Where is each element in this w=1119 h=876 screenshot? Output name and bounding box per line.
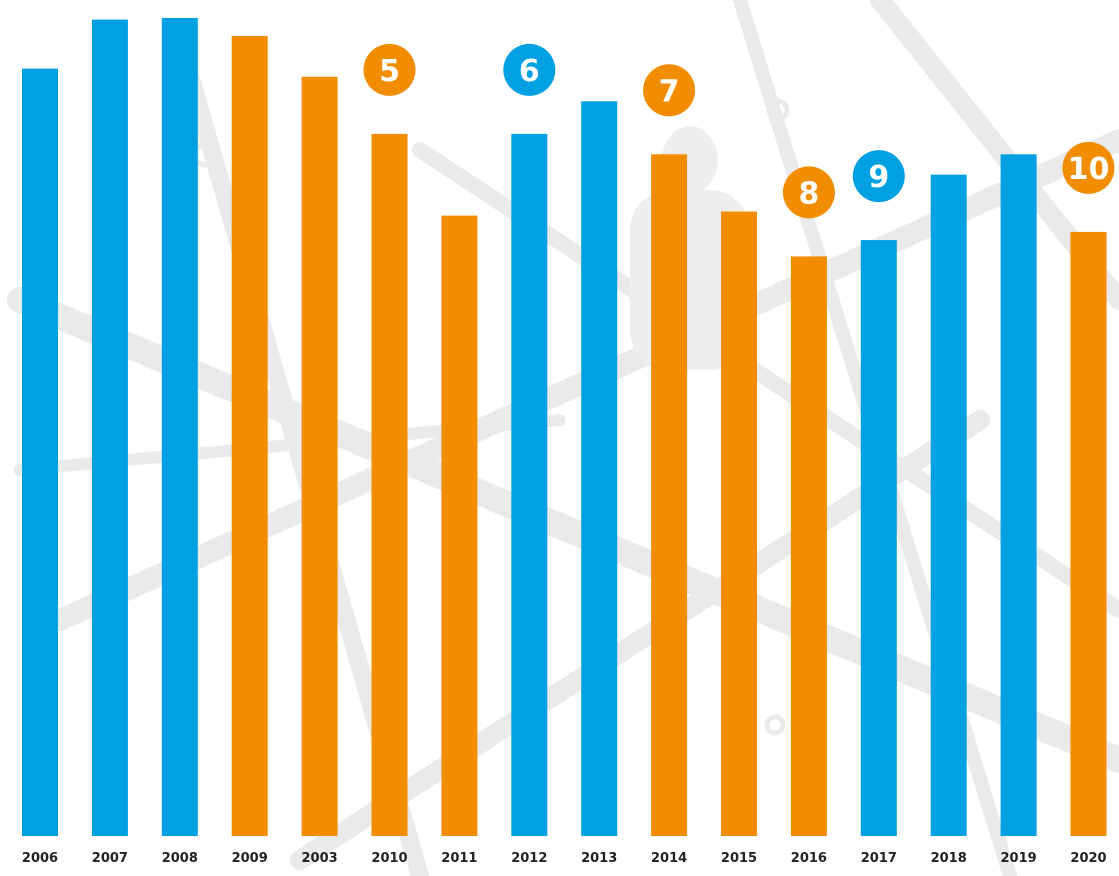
annotation-label: 8 bbox=[798, 176, 819, 211]
bar-2017 bbox=[860, 240, 897, 837]
tick-label-2006: 2006 bbox=[22, 851, 58, 866]
annotation-circle bbox=[852, 150, 905, 203]
annotation-badge-8: 8 bbox=[782, 166, 835, 219]
bar-2009 bbox=[231, 36, 268, 836]
tick-label-2007: 2007 bbox=[92, 851, 128, 866]
annotation-circle bbox=[643, 64, 696, 117]
tick-label-2016: 2016 bbox=[791, 851, 827, 866]
annotation-circle bbox=[782, 166, 835, 219]
bars-group bbox=[22, 18, 1107, 837]
tick-label-2019: 2019 bbox=[1001, 851, 1037, 866]
annotation-label: 9 bbox=[868, 160, 889, 195]
annotation-label: 7 bbox=[659, 74, 680, 109]
annotation-badges: 5 6 7 8 9 10 bbox=[363, 43, 1115, 219]
annotation-badge-9: 9 bbox=[852, 150, 905, 203]
tick-label-2011: 2011 bbox=[441, 851, 477, 866]
tick-label-2015: 2015 bbox=[721, 851, 757, 866]
annotation-badge-5: 5 bbox=[363, 43, 416, 96]
annotation-label: 6 bbox=[519, 54, 540, 89]
tick-label-2009: 2009 bbox=[232, 851, 268, 866]
annotation-label: 5 bbox=[379, 54, 400, 89]
bar-2013 bbox=[581, 101, 618, 837]
tick-label-2020: 2020 bbox=[1070, 851, 1106, 866]
bar-2020 bbox=[1070, 231, 1107, 836]
bar-2018 bbox=[930, 174, 967, 836]
bar-2008 bbox=[161, 18, 198, 836]
bar-2010 bbox=[371, 133, 408, 836]
annotation-circle bbox=[1062, 141, 1115, 194]
bar-2016 bbox=[790, 256, 827, 836]
tick-label-2012: 2012 bbox=[511, 851, 547, 866]
bar-2003 bbox=[301, 76, 338, 837]
bar-2015 bbox=[721, 211, 757, 836]
bar-2019 bbox=[1000, 154, 1037, 837]
annotation-badge-6: 6 bbox=[503, 43, 556, 96]
tick-label-2010: 2010 bbox=[371, 851, 407, 866]
x-axis-tick-labels: 2006 2007 2008 2009 2003 2010 2011 2012 2013 2014… bbox=[22, 851, 1107, 866]
bar-2012 bbox=[511, 133, 548, 836]
tick-label-2008: 2008 bbox=[162, 851, 198, 866]
tick-label-2018: 2018 bbox=[931, 851, 967, 866]
annotation-circle bbox=[503, 43, 556, 96]
bar-2007 bbox=[91, 19, 128, 837]
annotation-label: 10 bbox=[1068, 152, 1110, 187]
bar-2006 bbox=[22, 68, 58, 837]
bar-2014 bbox=[651, 154, 688, 837]
tick-label-2014: 2014 bbox=[651, 851, 687, 866]
tick-label-2013: 2013 bbox=[581, 851, 617, 866]
annotation-circle bbox=[363, 43, 416, 96]
tick-label-2017: 2017 bbox=[861, 851, 897, 866]
tick-label-2003: 2003 bbox=[302, 851, 338, 866]
bar-2011 bbox=[441, 215, 478, 837]
annotation-badge-7: 7 bbox=[643, 64, 696, 117]
annotation-badge-10: 10 bbox=[1062, 141, 1115, 194]
